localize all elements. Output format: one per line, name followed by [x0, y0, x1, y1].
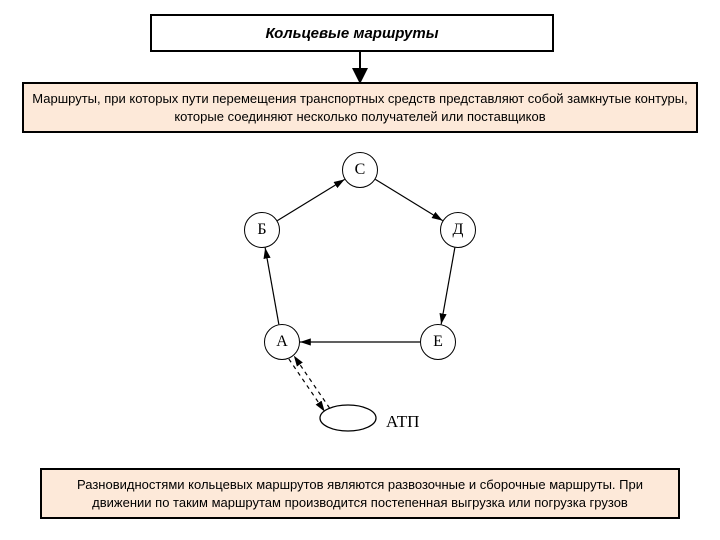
edge-A-B: [265, 248, 279, 325]
node-A: А: [264, 324, 300, 360]
node-B: Б: [244, 212, 280, 248]
connector-arrow: [350, 50, 370, 84]
title-box: Кольцевые маршруты: [150, 14, 554, 52]
node-D: Д: [440, 212, 476, 248]
edge-D-E: [441, 248, 455, 325]
description-box: Маршруты, при которых пути перемещения т…: [22, 82, 698, 133]
edge-C-D: [375, 179, 442, 220]
bottom-text: Разновидностями кольцевых маршрутов явля…: [77, 477, 643, 510]
description-text: Маршруты, при которых пути перемещения т…: [32, 91, 687, 124]
atp-label: АТП: [386, 412, 419, 432]
ring-diagram: С Б Д А Е АТП: [210, 140, 510, 450]
slide: Кольцевые маршруты Маршруты, при которых…: [0, 0, 720, 540]
edge-A-ATP: [289, 359, 325, 412]
edge-B-C: [277, 179, 344, 220]
edge-ATP-A: [294, 356, 330, 409]
node-E: Е: [420, 324, 456, 360]
bottom-box: Разновидностями кольцевых маршрутов явля…: [40, 468, 680, 519]
node-C: С: [342, 152, 378, 188]
title-text: Кольцевые маршруты: [265, 25, 438, 42]
